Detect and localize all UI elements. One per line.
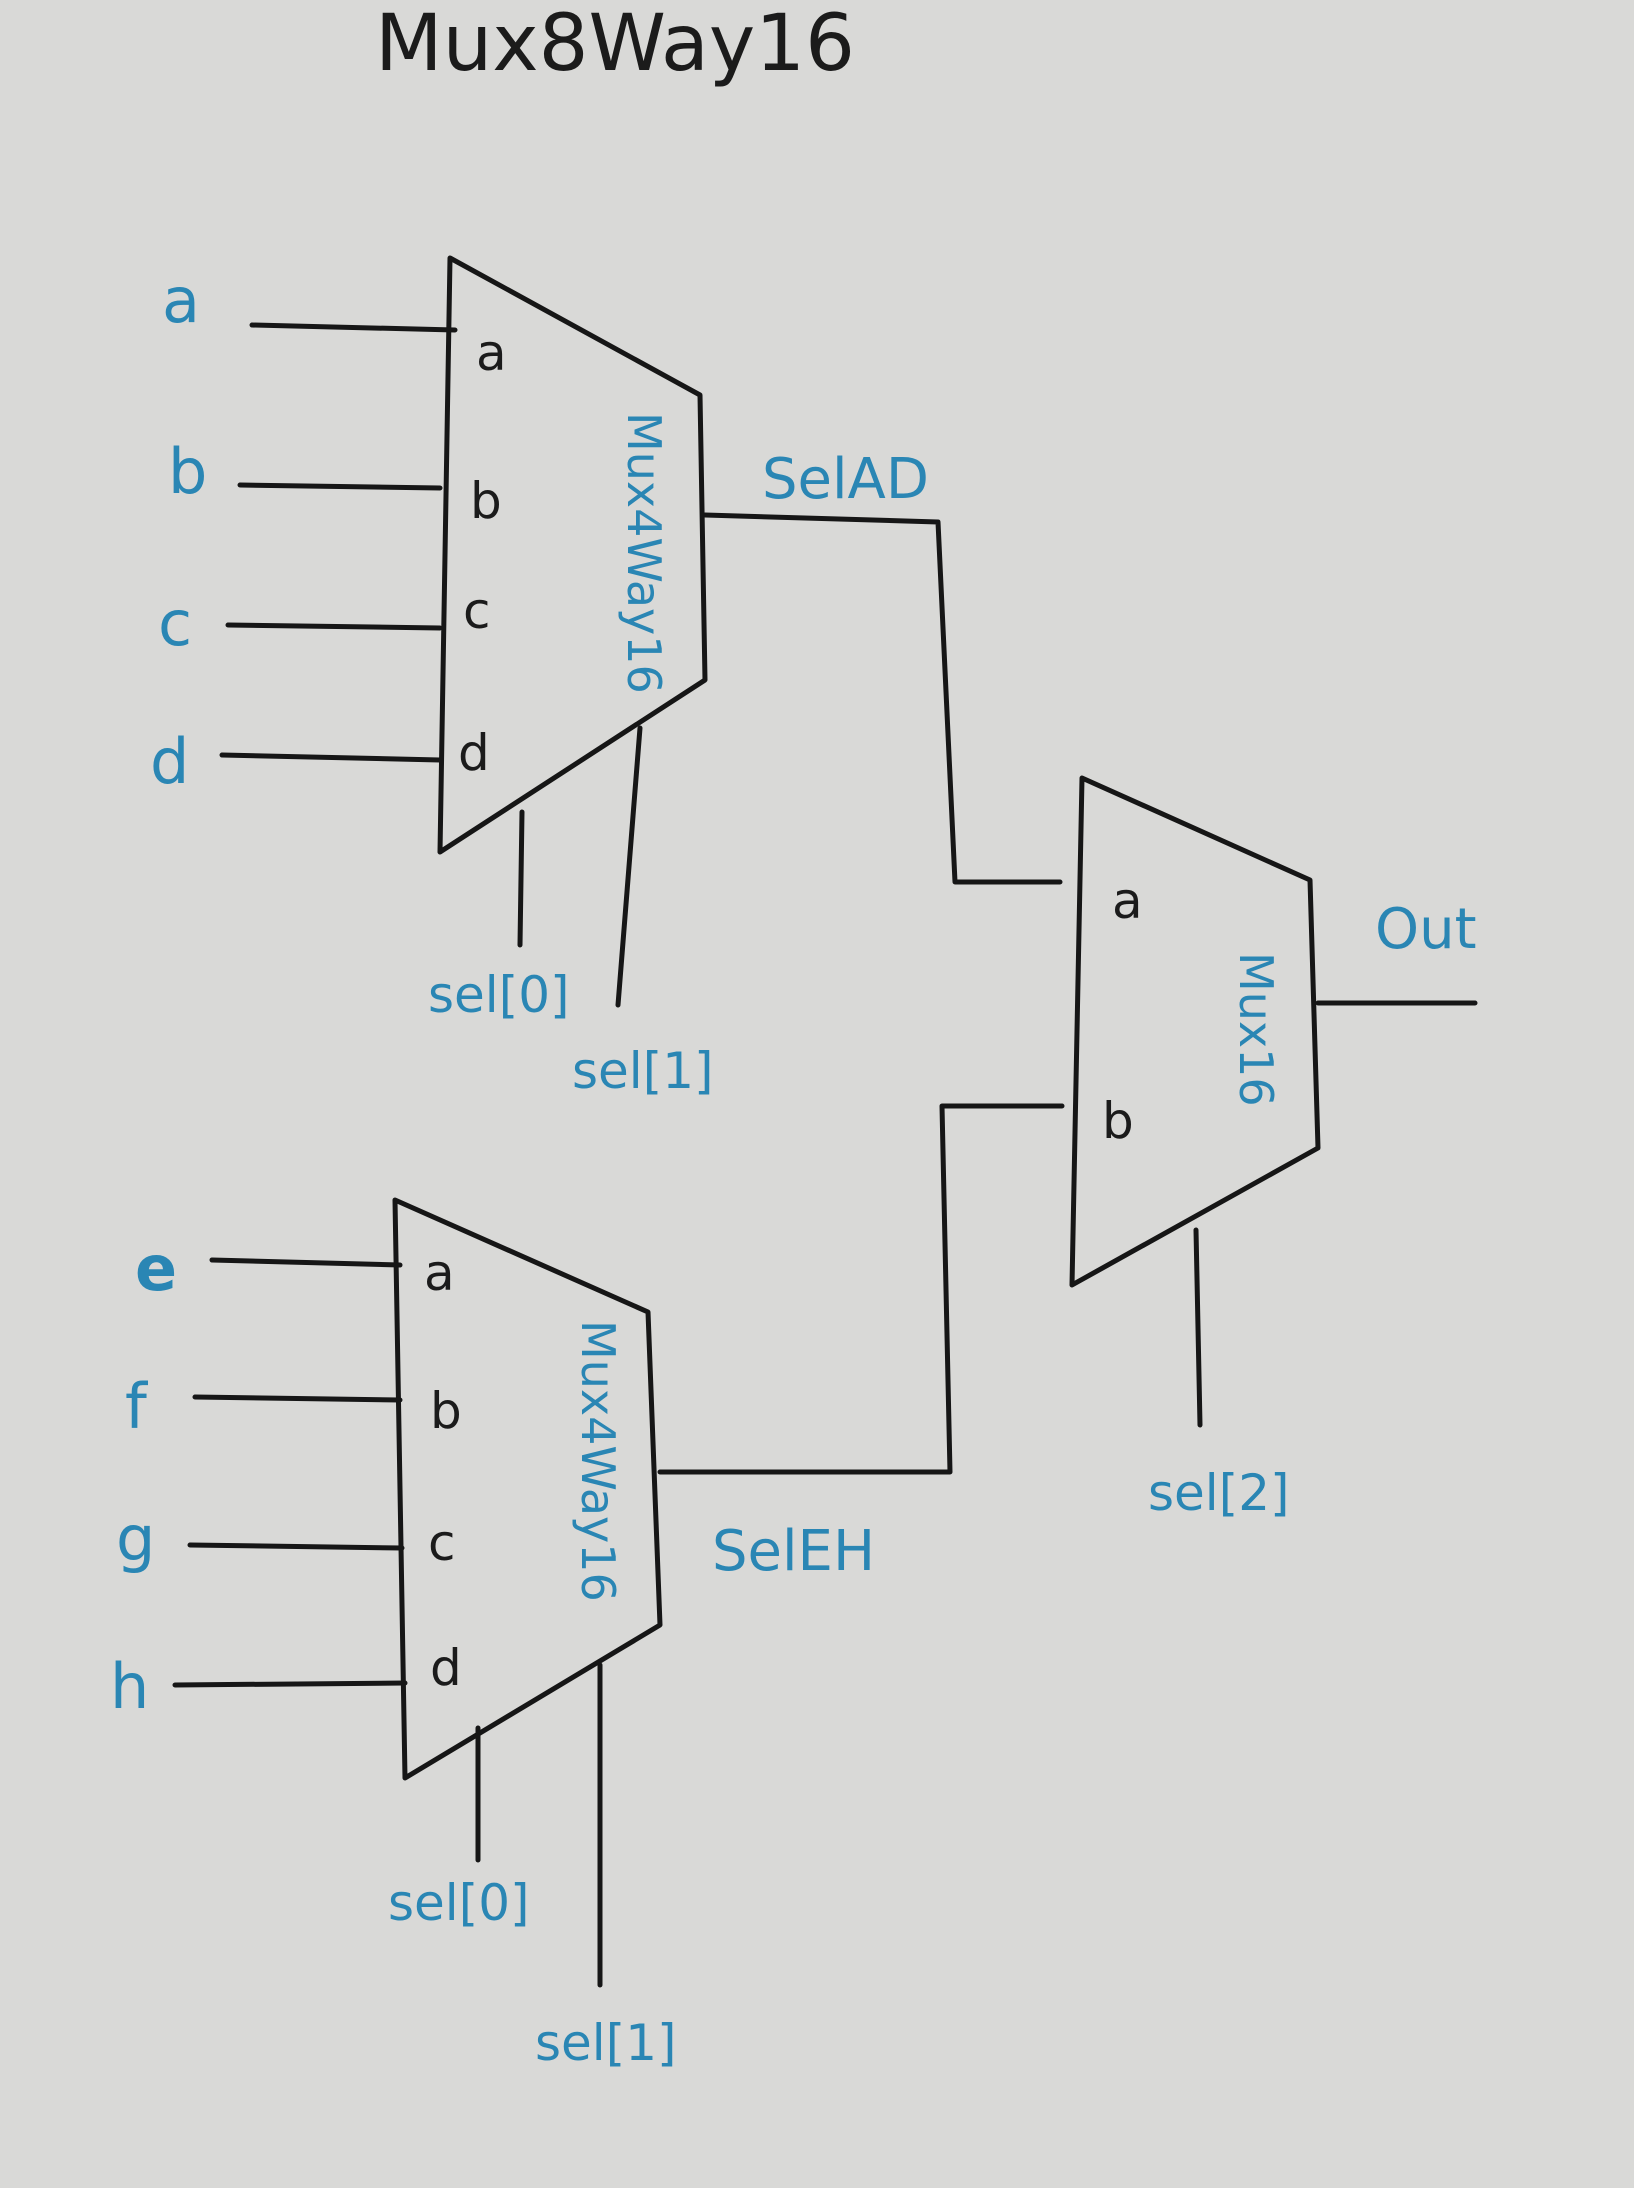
bottom-wire-h [172, 1680, 408, 1688]
final-mux-body [1069, 775, 1321, 1288]
bottom-sel0-label: sel[0] [388, 1874, 530, 1932]
final-pin-a: a [1112, 872, 1143, 930]
bottom-sel1-label: sel[1] [535, 2014, 677, 2072]
bottom-mux4way16: e f g h a b c d Mux4Way16 sel[0] sel[1] … [110, 1103, 1065, 2072]
bottom-wire-g [187, 1542, 405, 1551]
diagram-title: Mux8Way16 [375, 0, 855, 89]
final-output-label: Out [1375, 897, 1477, 962]
bottom-wire-f [192, 1394, 403, 1403]
top-sel0-wire [517, 809, 525, 948]
bottom-pin-a: a [424, 1244, 455, 1302]
top-input-c: c [158, 587, 192, 660]
top-pin-d: d [458, 724, 490, 782]
final-mux16: a b Mux16 sel[2] Out [1069, 775, 1478, 1522]
top-input-d: d [150, 725, 189, 798]
top-mux-body [437, 255, 708, 855]
top-sel1-wire [615, 725, 643, 1008]
bottom-output-wire [657, 1103, 1065, 1475]
top-input-b: b [168, 435, 207, 508]
top-chip-name: Mux4Way16 [617, 412, 671, 694]
top-output-label: SelAD [762, 447, 929, 512]
bottom-input-h: h [110, 1650, 149, 1723]
bottom-input-e: e [135, 1232, 177, 1305]
top-pin-c: c [463, 582, 491, 640]
top-output-wire [702, 512, 1063, 885]
bottom-chip-name: Mux4Way16 [571, 1320, 625, 1602]
final-chip-name: Mux16 [1229, 952, 1283, 1107]
bottom-pin-c: c [428, 1514, 456, 1572]
bottom-pin-d: d [430, 1639, 462, 1697]
top-sel1-label: sel[1] [572, 1042, 714, 1100]
top-wire-a [249, 322, 458, 333]
final-pin-b: b [1102, 1092, 1134, 1150]
top-pin-b: b [470, 472, 502, 530]
bottom-input-g: g [116, 1502, 155, 1575]
bottom-wire-e [209, 1257, 403, 1268]
top-wire-c [225, 622, 443, 631]
top-mux4way16: a b c d a b c d Mux4Way16 sel[0] sel[1] … [150, 255, 1063, 1100]
bottom-pin-b: b [430, 1382, 462, 1440]
final-sel-wire [1193, 1227, 1203, 1428]
bottom-mux-body [392, 1197, 663, 1781]
top-pin-a: a [476, 324, 507, 382]
top-wire-b [237, 482, 443, 491]
final-sel-label: sel[2] [1148, 1464, 1290, 1522]
bottom-input-f: f [125, 1370, 149, 1443]
top-input-a: a [162, 264, 200, 337]
top-wire-d [219, 752, 443, 763]
bottom-output-label: SelEH [712, 1519, 875, 1584]
top-sel0-label: sel[0] [428, 966, 570, 1024]
